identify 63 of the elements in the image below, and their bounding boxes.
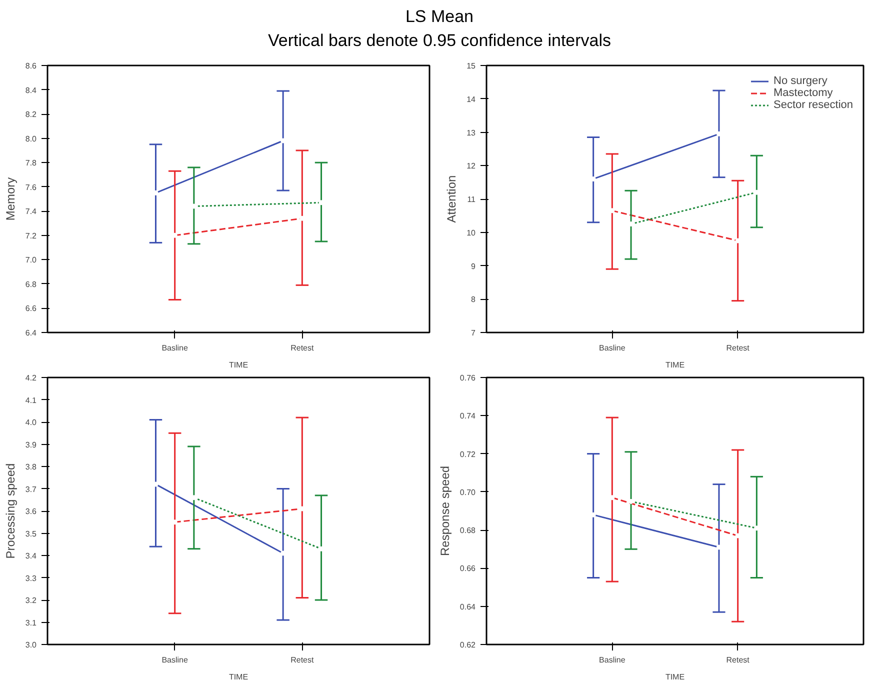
y-axis-title: Attention	[444, 175, 459, 223]
y-axis-title: Processing speed	[3, 463, 18, 559]
y-tick-label: 4.1	[25, 396, 38, 405]
y-tick-label: 0.64	[460, 602, 476, 612]
y-tick-label: 3.1	[25, 618, 38, 628]
x-tick-label: Basline	[599, 656, 626, 664]
x-tick-label: Basline	[162, 344, 189, 352]
chart-title: LS Mean	[404, 6, 475, 28]
y-tick-label: 3.9	[25, 440, 38, 450]
y-tick-label: 13	[466, 128, 476, 138]
y-tick-label: 7.4	[25, 207, 38, 216]
y-tick-label: 8.0	[25, 134, 38, 144]
y-tick-label: 4.0	[25, 418, 38, 427]
y-tick-label: 0.68	[460, 526, 476, 536]
y-tick-label: 9	[471, 262, 476, 271]
y-tick-label: 0.62	[460, 640, 476, 650]
x-tick-label: Retest	[726, 344, 750, 352]
y-tick-label: 3.4	[25, 552, 38, 560]
y-tick-label: 0.74	[460, 412, 476, 421]
y-tick-label: 3.3	[25, 574, 38, 583]
y-tick-label: 0.72	[460, 450, 476, 459]
y-tick-label: 8.6	[25, 62, 38, 70]
y-tick-label: 3.8	[25, 462, 38, 472]
legend-label: No surgery	[774, 75, 828, 87]
y-tick-label: 7	[471, 328, 476, 338]
y-tick-label: 6.6	[25, 304, 38, 314]
y-tick-label: 3.6	[25, 507, 38, 516]
y-tick-label: 12	[466, 162, 476, 171]
y-tick-label: 3.2	[25, 596, 38, 605]
y-tick-label: 6.8	[25, 280, 38, 289]
y-tick-label: 4.2	[25, 374, 38, 382]
y-tick-label: 15	[466, 62, 476, 70]
legend-label: Sector resection	[774, 99, 853, 111]
x-axis-title: TIME	[228, 672, 248, 682]
x-tick-label: Retest	[290, 344, 315, 352]
y-tick-label: 10	[466, 228, 476, 238]
x-tick-label: Basline	[599, 344, 626, 352]
x-axis-title: TIME	[665, 672, 685, 682]
y-tick-label: 11	[467, 195, 476, 204]
x-tick-label: Retest	[726, 656, 750, 664]
y-tick-label: 0.76	[460, 374, 476, 382]
y-tick-label: 7.0	[25, 256, 38, 265]
chart-subtitle: Vertical bars denote 0.95 confidence intervals	[268, 30, 612, 52]
y-tick-label: 0.66	[460, 564, 476, 574]
y-tick-label: 3.5	[25, 529, 38, 538]
y-tick-label: 6.4	[25, 328, 38, 338]
y-tick-label: 8.4	[25, 86, 38, 95]
x-axis-title: TIME	[665, 360, 685, 370]
y-axis-title: Response speed	[438, 466, 452, 556]
y-tick-label: 7.2	[25, 231, 38, 240]
x-tick-label: Basline	[162, 656, 189, 664]
y-tick-label: 14	[466, 94, 476, 104]
y-tick-label: 8	[471, 295, 476, 304]
legend-label: Mastectomy	[774, 87, 833, 99]
x-tick-label: Retest	[290, 656, 315, 664]
y-tick-label: 7.6	[25, 182, 38, 192]
x-axis-title: TIME	[228, 360, 248, 370]
y-tick-label: 7.8	[25, 158, 38, 168]
y-axis-title: Memory	[3, 177, 18, 221]
y-tick-label: 8.2	[25, 110, 38, 120]
y-tick-label: 3.7	[25, 484, 38, 494]
y-tick-label: 3.0	[25, 640, 38, 650]
y-tick-label: 0.70	[460, 488, 476, 497]
